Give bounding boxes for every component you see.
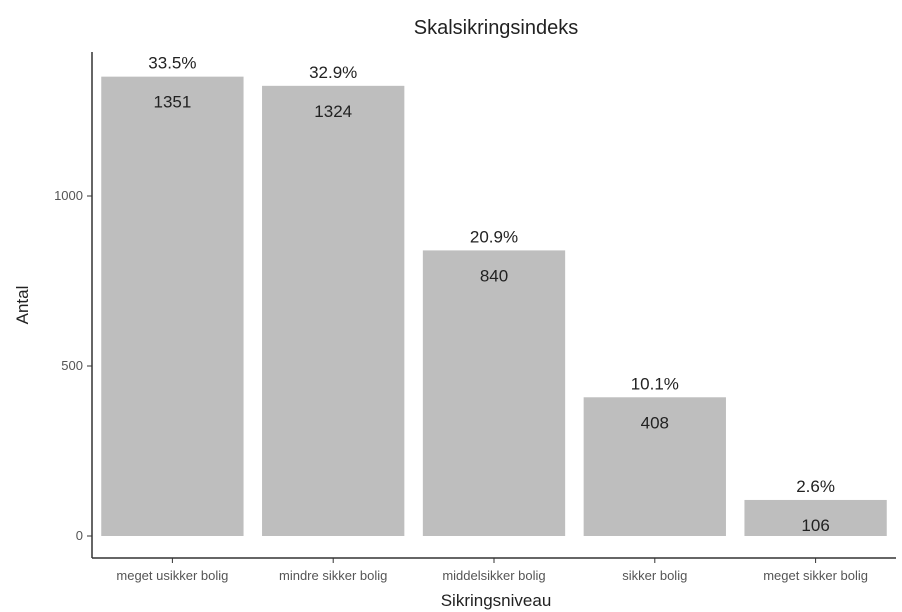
bar-1	[262, 85, 405, 536]
y-axis-title: Antal	[13, 286, 32, 325]
percent-label-2: 20.9%	[470, 227, 518, 246]
value-label-3: 408	[641, 413, 669, 432]
x-tick-label-3: sikker bolig	[622, 568, 687, 583]
bar-4	[744, 499, 887, 536]
y-ticks-group: 0 500 1000	[54, 188, 92, 543]
bar-0	[101, 76, 244, 536]
y-tick-label-1: 500	[61, 358, 83, 373]
value-label-4: 106	[801, 516, 829, 535]
percent-label-1: 32.9%	[309, 63, 357, 82]
bar-2	[422, 250, 566, 536]
value-label-0: 1351	[153, 93, 191, 112]
percent-label-3: 10.1%	[631, 374, 679, 393]
percent-label-0: 33.5%	[148, 54, 196, 73]
x-tick-label-1: mindre sikker bolig	[279, 568, 387, 583]
bar-3	[583, 397, 726, 536]
x-tick-label-2: middelsikker bolig	[442, 568, 545, 583]
bar-labels-group: 33.5% 1351 32.9% 1324 20.9% 840 10.1% 408 2.6% 10…	[148, 54, 835, 535]
x-ticks-group: meget usikker bolig mindre sikker bolig mi…	[116, 558, 868, 583]
value-label-1: 1324	[314, 102, 352, 121]
y-tick-label-2: 1000	[54, 188, 83, 203]
percent-label-4: 2.6%	[796, 477, 835, 496]
bars-group	[101, 76, 887, 536]
x-axis-title: Sikringsniveau	[441, 591, 552, 610]
x-tick-label-0: meget usikker bolig	[116, 568, 228, 583]
chart-title: Skalsikringsindeks	[414, 17, 579, 39]
y-tick-label-0: 0	[76, 528, 83, 543]
value-label-2: 840	[480, 266, 508, 285]
x-tick-label-4: meget sikker bolig	[763, 568, 868, 583]
